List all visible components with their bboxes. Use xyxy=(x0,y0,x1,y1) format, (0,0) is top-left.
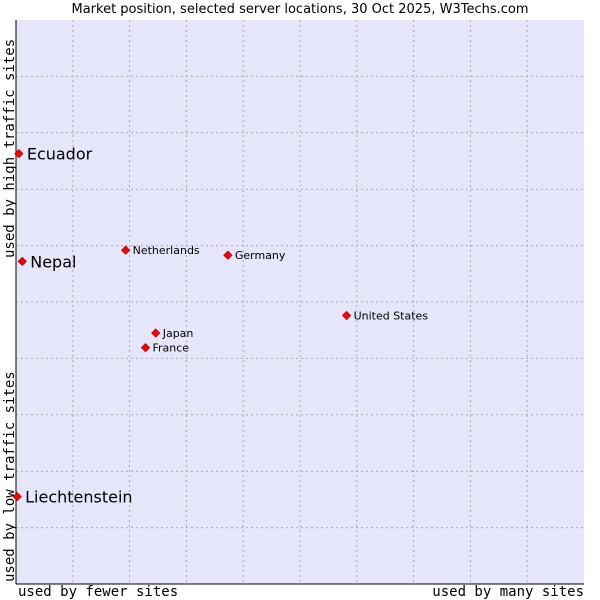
point-label-france: France xyxy=(153,342,190,355)
point-label-liechtenstein: Liechtenstein xyxy=(25,488,132,507)
x-axis-label-many: used by many sites xyxy=(432,584,584,600)
point-liechtenstein xyxy=(12,491,22,502)
x-axis-label-fewer: used by fewer sites xyxy=(18,584,179,600)
point-label-japan: Japan xyxy=(162,327,194,340)
point-label-ecuador: Ecuador xyxy=(27,145,93,164)
point-united-states xyxy=(341,310,352,321)
point-france xyxy=(140,343,151,353)
point-netherlands xyxy=(120,245,131,255)
point-label-netherlands: Netherlands xyxy=(133,244,200,257)
point-ecuador xyxy=(14,149,24,159)
chart-title: Market position, selected server locatio… xyxy=(71,2,529,17)
point-germany xyxy=(223,250,233,260)
point-label-germany: Germany xyxy=(235,249,286,262)
point-japan xyxy=(151,328,161,338)
point-label-nepal: Nepal xyxy=(30,252,76,271)
point-nepal xyxy=(17,256,27,267)
point-label-united-states: United States xyxy=(354,310,429,323)
